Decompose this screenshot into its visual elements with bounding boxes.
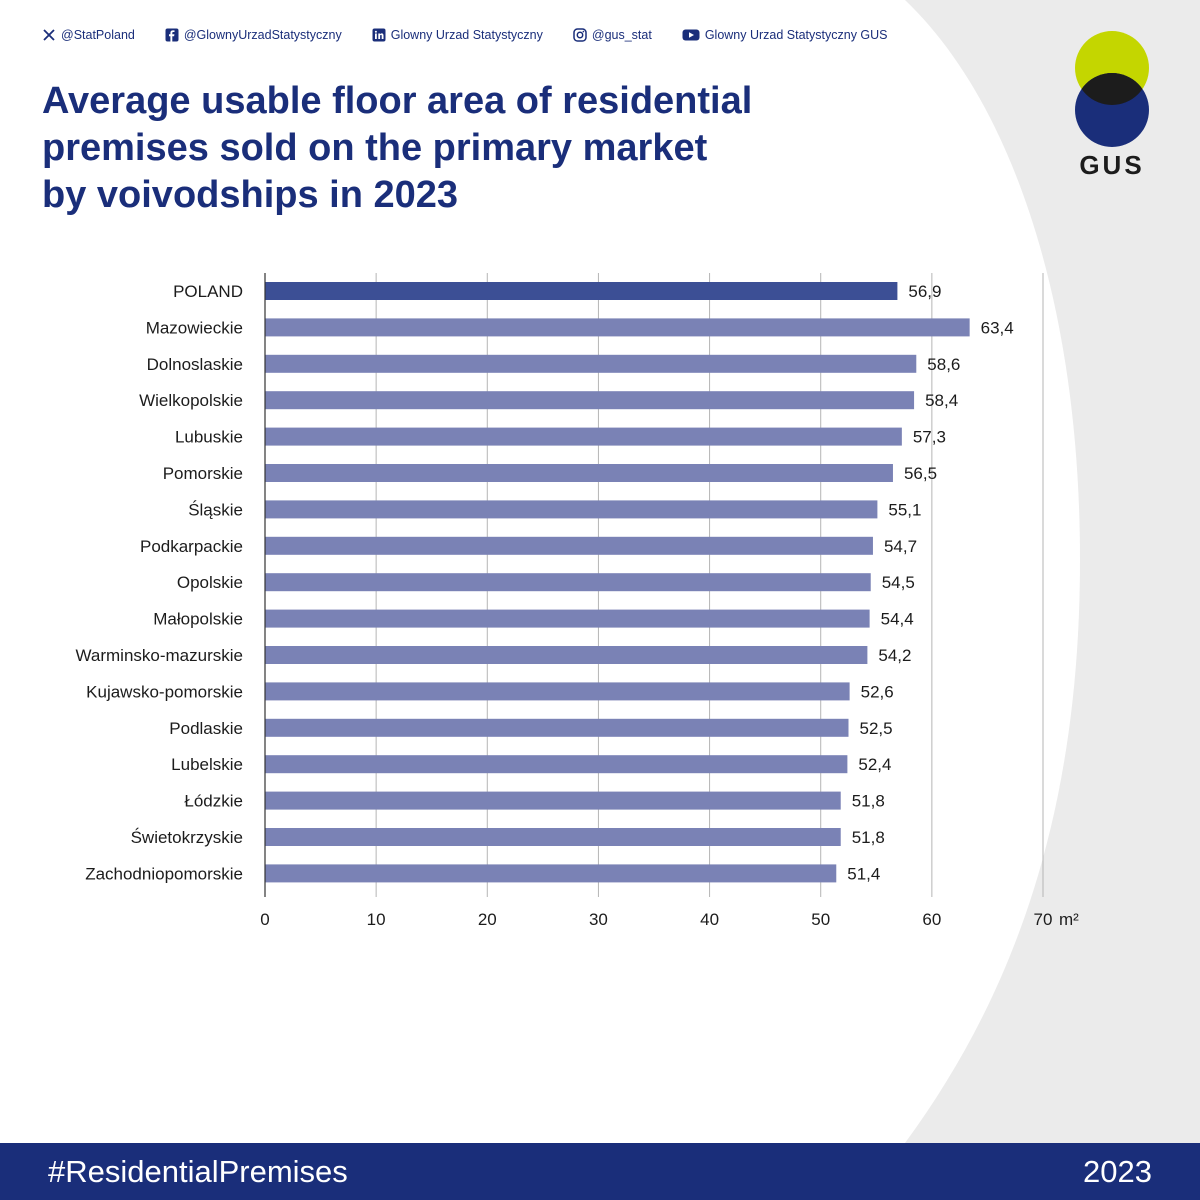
social-item-x[interactable]: @StatPoland [42, 28, 135, 42]
bar [265, 536, 873, 555]
category-label: Podlaskie [169, 719, 243, 738]
value-label: 51,8 [852, 792, 885, 811]
bar [265, 718, 849, 737]
bar [265, 864, 837, 883]
logo-text: GUS [1079, 150, 1145, 180]
category-label: Kujawsko-pomorskie [86, 682, 243, 701]
x-tick-label: 0 [260, 910, 269, 929]
x-tick-label: 50 [811, 910, 830, 929]
value-label: 63,4 [981, 318, 1014, 337]
category-label: Zachodniopomorskie [85, 864, 243, 883]
category-label: Małopolskie [153, 610, 243, 629]
x-tick-label: 70 [1034, 910, 1053, 929]
linkedin-icon [372, 28, 386, 42]
social-label: Glowny Urzad Statystyczny [390, 28, 543, 42]
gus-logo [1075, 31, 1149, 147]
category-label: Lubuskie [175, 428, 243, 447]
social-label: Glowny Urzad Statystyczny GUS [704, 28, 888, 42]
chart-labels: POLAND 56,9 Mazowieckie 63,4 Dolnoslaskie 58,… [75, 282, 1013, 883]
bar [265, 646, 868, 664]
value-label: 52,4 [858, 755, 891, 774]
x-tick-label: 40 [700, 910, 719, 929]
category-label: Świetokrzyskie [131, 828, 243, 847]
x-tick-label: 30 [589, 910, 608, 929]
category-label: POLAND [173, 282, 243, 301]
bar [265, 464, 893, 482]
social-label: @GlownyUrzadStatystyczny [183, 28, 342, 42]
bar [265, 755, 848, 774]
x-icon [43, 29, 55, 41]
value-label: 54,2 [878, 646, 911, 665]
category-label: Podkarpackie [140, 537, 243, 556]
category-label: Lubelskie [171, 755, 243, 774]
value-label: 56,9 [908, 282, 941, 301]
footer-bar: #ResidentialPremises 2023 [0, 1143, 1200, 1200]
bar [265, 609, 870, 628]
value-label: 51,4 [847, 864, 880, 883]
category-label: Łódzkie [184, 792, 243, 811]
value-label: 54,4 [881, 610, 914, 629]
title-line: premises sold on the primary market [42, 127, 708, 169]
social-label: @StatPoland [61, 28, 135, 42]
chart-bars [265, 282, 970, 883]
bar [265, 318, 970, 337]
page-title: Average usable floor area of residential… [42, 78, 902, 219]
category-label: Pomorskie [163, 464, 243, 483]
youtube-icon [682, 29, 700, 41]
x-tick-label: 60 [922, 910, 941, 929]
value-label: 52,6 [861, 682, 894, 701]
value-label: 52,5 [860, 719, 893, 738]
bar [265, 354, 917, 373]
value-label: 55,1 [888, 500, 921, 519]
instagram-icon [573, 28, 587, 42]
x-unit-label: m² [1059, 910, 1079, 929]
bar [265, 500, 878, 519]
title-line: Average usable floor area of residential [42, 80, 753, 122]
bar [265, 391, 915, 410]
value-label: 54,7 [884, 537, 917, 556]
social-item-linkedin[interactable]: Glowny Urzad Statystyczny [372, 28, 543, 42]
facebook-icon [165, 28, 179, 42]
title-line: by voivodships in 2023 [42, 174, 459, 216]
social-item-facebook[interactable]: @GlownyUrzadStatystyczny [165, 28, 342, 42]
value-label: 57,3 [913, 428, 946, 447]
footer-hashtag[interactable]: #ResidentialPremises [48, 1154, 348, 1189]
footer-year: 2023 [1083, 1154, 1152, 1189]
bar [265, 573, 871, 592]
bar-chart: POLAND 56,9 Mazowieckie 63,4 Dolnoslaskie 58,… [75, 273, 1079, 929]
bar [265, 828, 841, 846]
category-label: Warminsko-mazurskie [75, 646, 243, 665]
logo-overlap [1075, 73, 1149, 105]
category-label: Mazowieckie [146, 318, 243, 337]
value-label: 58,6 [927, 355, 960, 374]
bar [265, 282, 898, 300]
value-label: 58,4 [925, 391, 958, 410]
social-item-youtube[interactable]: Glowny Urzad Statystyczny GUS [682, 28, 888, 42]
chart-axis: 0 10 20 30 40 50 60 70 m² [260, 273, 1079, 929]
value-label: 54,5 [882, 573, 915, 592]
category-label: Dolnoslaskie [147, 355, 243, 374]
category-label: Wielkopolskie [139, 391, 243, 410]
x-tick-label: 10 [367, 910, 386, 929]
category-label: Śląskie [188, 500, 243, 519]
bar [265, 427, 902, 446]
value-label: 56,5 [904, 464, 937, 483]
bar [265, 791, 841, 810]
x-tick-label: 20 [478, 910, 497, 929]
social-label: @gus_stat [591, 28, 652, 42]
social-item-instagram[interactable]: @gus_stat [573, 28, 652, 42]
bar [265, 682, 850, 701]
category-label: Opolskie [177, 573, 243, 592]
value-label: 51,8 [852, 828, 885, 847]
social-links: @StatPoland @GlownyUrzadStatystyczny Glo… [42, 28, 918, 42]
